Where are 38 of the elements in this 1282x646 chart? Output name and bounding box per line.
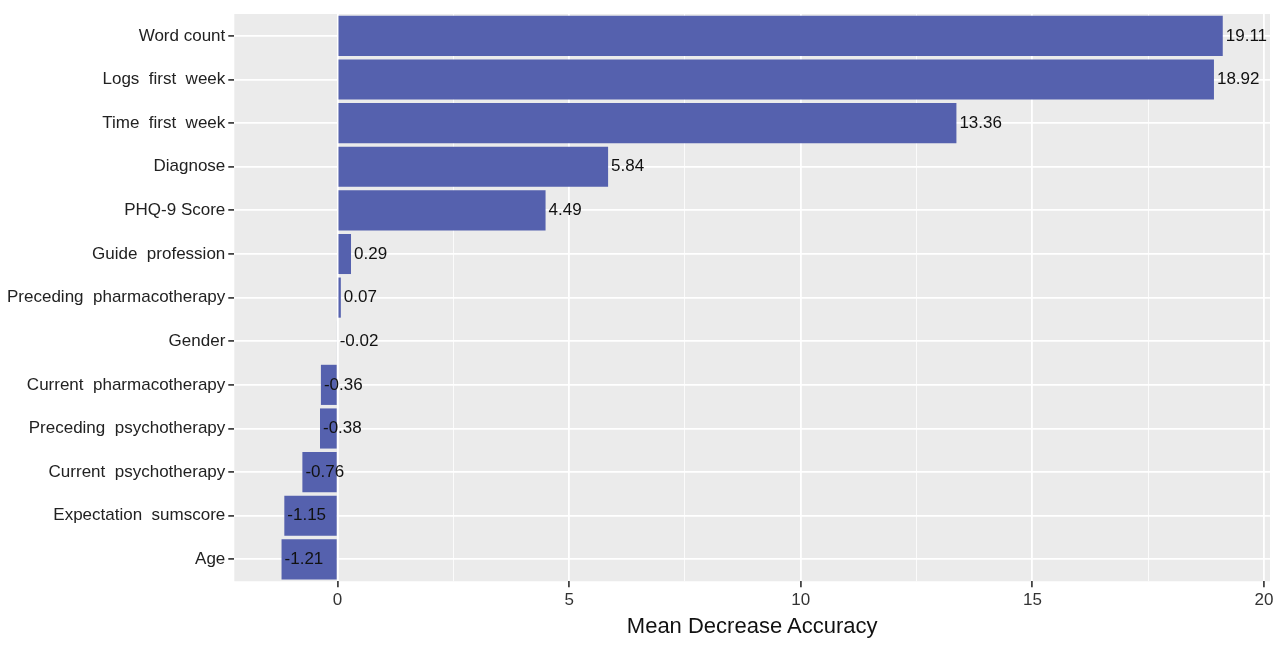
- y-tick-label: Expectation sumscore: [53, 505, 226, 525]
- bar: [338, 15, 1223, 56]
- data-label: 5.84: [611, 156, 645, 176]
- bar: [338, 59, 1214, 100]
- x-tick-label: 5: [564, 590, 574, 610]
- data-label: -0.02: [339, 330, 379, 350]
- y-tick-label: Guide profession: [92, 243, 226, 263]
- y-tick-label: Age: [195, 549, 226, 569]
- y-tick-label: Current pharmacotherapy: [26, 374, 226, 394]
- data-label: 18.92: [1216, 69, 1260, 89]
- x-axis-title: Mean Decrease Accuracy: [626, 612, 878, 638]
- data-label: -1.15: [287, 505, 327, 525]
- x-tick-label: 20: [1254, 590, 1274, 610]
- data-label: 0.29: [354, 243, 388, 263]
- data-label: 19.11: [1225, 25, 1268, 45]
- x-tick-label: 10: [791, 590, 811, 610]
- y-tick-label: PHQ-9 Score: [124, 200, 226, 220]
- y-tick-label: Preceding pharmacotherapy: [7, 287, 226, 307]
- bar: [338, 190, 546, 231]
- y-tick-label: Preceding psychotherapy: [28, 418, 226, 438]
- x-tick-label: 15: [1022, 590, 1042, 610]
- y-tick-label: Logs first week: [102, 69, 226, 89]
- y-tick-label: Time first week: [102, 112, 226, 132]
- y-tick-label: Word count: [138, 25, 226, 45]
- data-label: -1.21: [284, 549, 324, 569]
- bar: [284, 495, 337, 536]
- y-tick-label: Current psychotherapy: [48, 461, 226, 481]
- bar: [338, 103, 957, 144]
- data-label: 0.07: [343, 287, 377, 307]
- data-label: 4.49: [548, 200, 582, 220]
- x-tick-label: 0: [332, 590, 343, 610]
- bar: [281, 539, 337, 580]
- bar: [338, 233, 352, 275]
- y-tick-label: Diagnose: [153, 156, 226, 176]
- data-label: 13.36: [959, 112, 1002, 132]
- bar: [338, 277, 341, 318]
- bar: [338, 146, 609, 187]
- y-tick-label: Gender: [168, 330, 226, 350]
